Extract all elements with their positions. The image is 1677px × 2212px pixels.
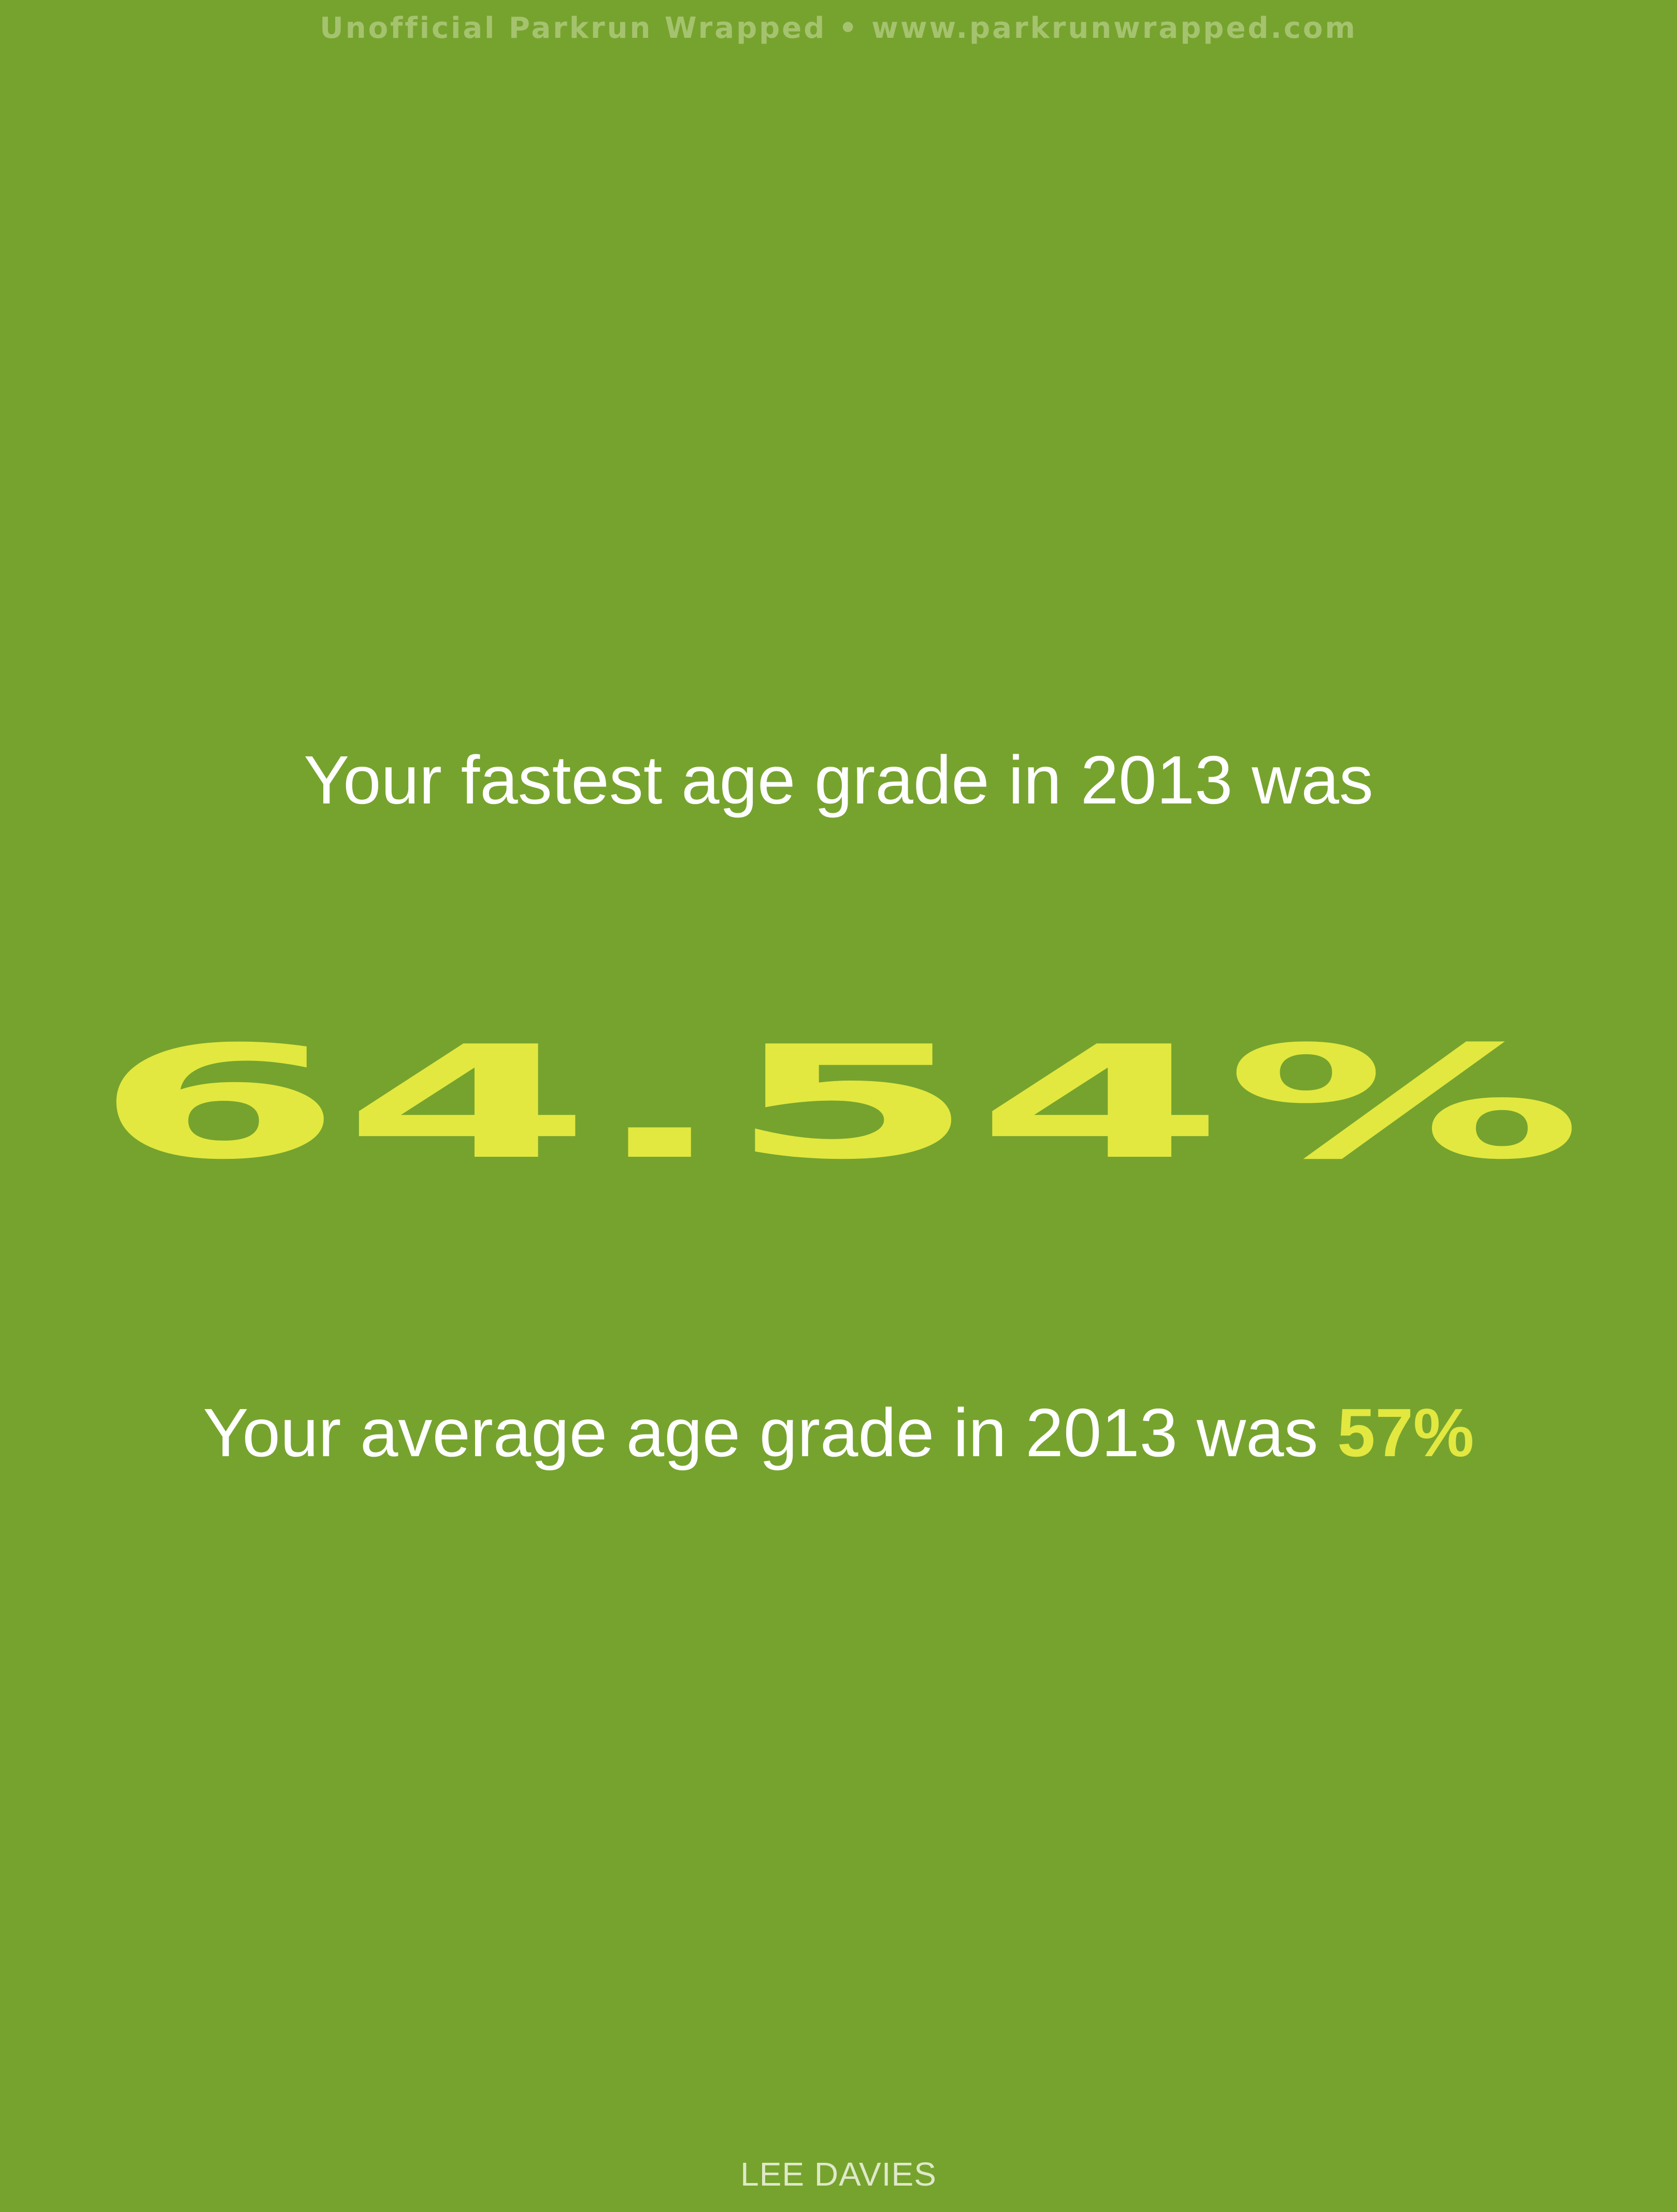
site-banner: Unofficial Parkrun Wrapped • www.parkrun… [320, 11, 1357, 45]
fastest-age-grade-number: 64.54% [94, 1013, 1583, 1194]
average-age-grade-line: Your average age grade in 2013 was 57% [0, 1394, 1677, 1472]
average-age-grade-label: Your average age grade in 2013 was [203, 1395, 1318, 1471]
runner-name: LEE DAVIES [740, 2156, 937, 2193]
fastest-age-grade-value: 64.54% [0, 1008, 1677, 1199]
average-age-grade-value: 57% [1337, 1395, 1474, 1471]
fastest-age-grade-heading: Your fastest age grade in 2013 was [304, 742, 1373, 818]
